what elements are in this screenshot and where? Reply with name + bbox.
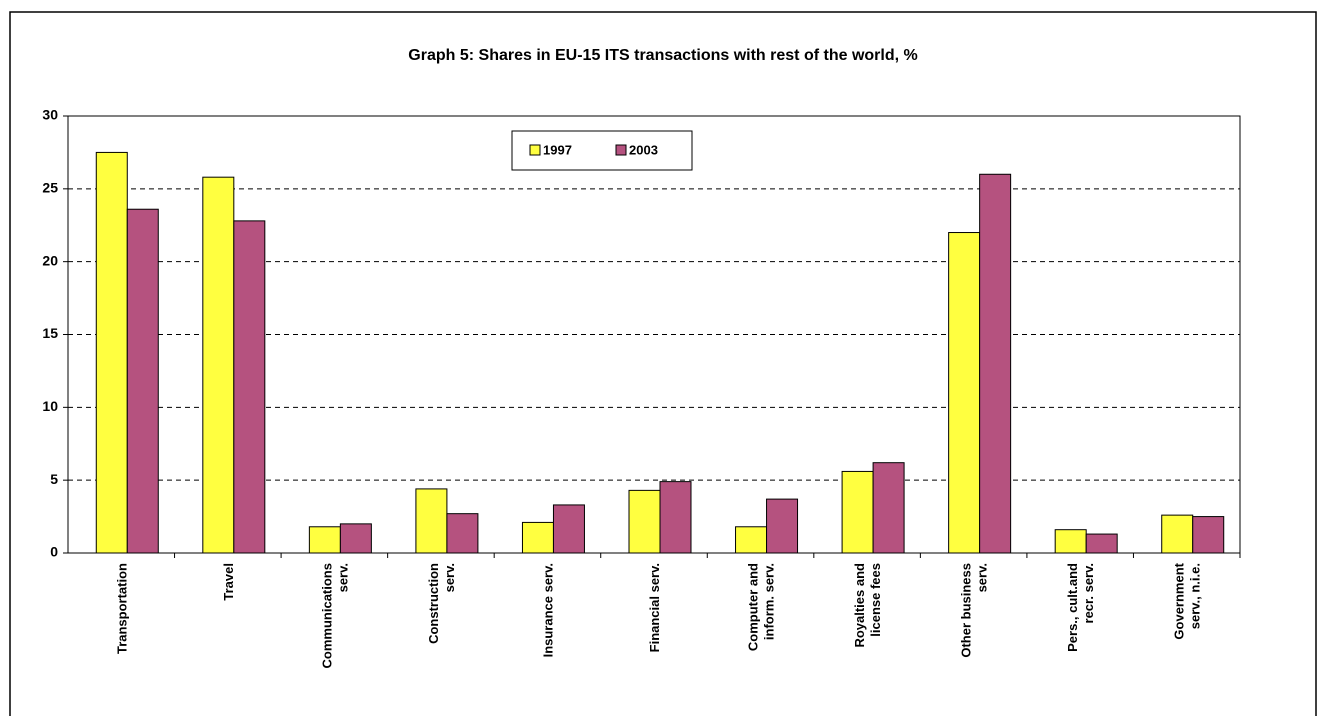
bar [1161,514,1194,554]
bar [308,526,341,554]
bar [233,220,266,554]
bar [202,176,235,554]
y-tick-label: 15 [42,325,58,341]
x-tick-label: inform. serv. [762,563,777,640]
bar [948,232,981,554]
x-tick-label: serv., n.i.e. [1188,563,1203,629]
bar [1054,529,1087,554]
bar [552,504,585,554]
y-tick-label: 25 [42,180,58,196]
x-tick-label: serv. [442,563,457,592]
x-tick-label: Communications [319,563,334,668]
bar [415,488,448,554]
legend: 1997 2003 [511,130,693,171]
bar [841,470,874,554]
x-tick-label: Transportation [114,563,129,654]
y-tick-label: 20 [42,252,58,268]
bar [872,462,905,554]
y-tick-label: 5 [50,471,58,487]
bar [979,173,1012,554]
x-tick-label: Financial serv. [647,563,662,652]
y-tick-label: 30 [42,107,58,123]
x-tick-label: Pers., cult.and [1065,563,1080,652]
x-tick-label: recr. serv. [1081,563,1096,623]
legend-swatch [615,144,627,156]
bar [628,489,661,554]
legend-label: 2003 [629,142,658,157]
bar [339,523,372,554]
x-tick-label: Royalties and [852,563,867,648]
bar [1192,516,1225,554]
y-tick-label: 0 [50,544,58,560]
bar [446,513,479,554]
bar [659,481,692,554]
bar [126,208,159,554]
x-tick-label: Other business [959,563,974,658]
y-tick-label: 10 [42,398,58,414]
bar [1085,533,1118,554]
legend-swatch [529,144,541,156]
x-tick-label: Government [1172,562,1187,639]
x-tick-label: Computer and [746,563,761,651]
x-tick-label: license fees [868,563,883,637]
legend-label: 1997 [543,142,572,157]
legend-box [511,130,693,171]
bar [766,498,799,554]
bar [521,521,554,554]
x-tick-label: Construction [426,563,441,644]
x-tick-label: Insurance serv. [540,563,555,657]
x-tick-label: serv. [975,563,990,592]
bar [95,151,128,554]
chart-title: Graph 5: Shares in EU-15 ITS transaction… [408,47,917,64]
x-tick-label: serv. [335,563,350,592]
bar [735,526,768,554]
x-tick-label: Travel [221,563,236,601]
